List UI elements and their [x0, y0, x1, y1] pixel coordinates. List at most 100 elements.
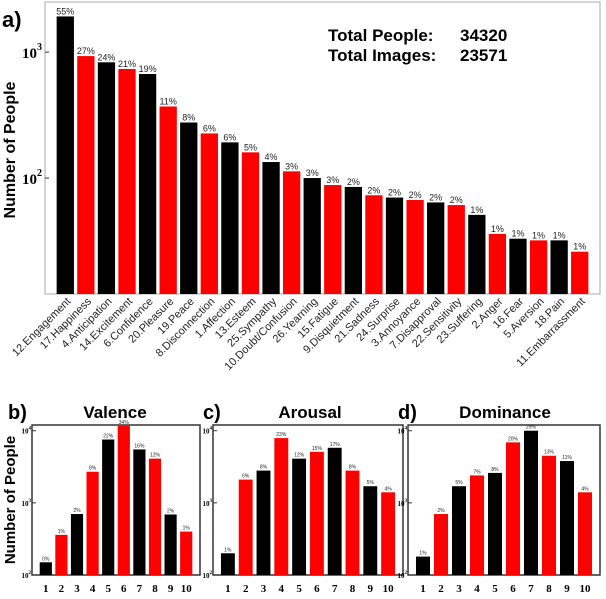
bar-13.Esteem [241, 152, 260, 294]
data-label: 0% [42, 556, 50, 562]
data-label: 27% [77, 46, 95, 56]
data-label: 8% [260, 465, 268, 471]
data-label: 2% [429, 192, 442, 202]
data-label: 12% [294, 453, 305, 459]
bar-8 [148, 458, 162, 575]
y-tick-label: 103 [22, 42, 42, 62]
data-label: 5% [244, 142, 257, 152]
data-label: 7% [473, 469, 481, 475]
bar-8.Disconnection [200, 133, 218, 294]
bar-26.Yearning [303, 178, 321, 294]
data-label: 23% [276, 432, 287, 438]
x-tick-label: 5 [296, 583, 302, 595]
y-tick-base: 10 [203, 428, 211, 436]
x-tick-label: 2 [59, 583, 65, 595]
x-tick-label: 3 [74, 583, 80, 595]
y-tick-label: 104 [398, 427, 408, 436]
y-tick-exponent: 4 [405, 427, 408, 432]
x-tick-label: 1 [420, 583, 426, 595]
data-label: 6% [223, 132, 236, 142]
data-label: 24% [97, 52, 115, 62]
bar-4.Anticipation [97, 62, 116, 295]
bar-19.Peace [180, 122, 198, 294]
data-label: 29% [526, 425, 537, 431]
bar-11.Embarrassment [571, 251, 589, 294]
y-tick-label: 104 [203, 427, 213, 436]
bar-7 [133, 449, 146, 575]
x-tick-label: 5 [492, 583, 498, 595]
plot-frame [44, 1, 601, 295]
plot-frame [212, 424, 404, 576]
data-label: 16% [134, 443, 145, 449]
y-tick-label: 102 [22, 571, 32, 580]
bar-1 [415, 556, 431, 575]
y-tick-label: 102 [22, 168, 42, 188]
y-tick-base: 10 [398, 500, 406, 508]
bar-4 [469, 475, 485, 575]
data-label: 2% [409, 190, 422, 200]
y-tick-exponent: 4 [29, 427, 32, 432]
bar-8 [541, 455, 557, 575]
x-tick-label: 5 [105, 583, 111, 595]
bar-5 [102, 439, 115, 575]
x-tick-label: 6 [314, 583, 320, 595]
bar-7.Disapproval [427, 202, 445, 294]
y-tick-base: 10 [22, 500, 30, 508]
y-tick-label: 102 [203, 571, 213, 580]
bar-5 [487, 472, 503, 575]
bar-1.Affection [221, 142, 239, 294]
chart-title: Arousal [278, 403, 341, 422]
x-tick-label: 10 [181, 583, 193, 595]
data-label: 15% [312, 446, 323, 452]
y-tick-exponent: 2 [210, 571, 213, 576]
data-label: 1% [470, 205, 483, 215]
y-tick-base: 10 [22, 172, 37, 188]
data-label: 1% [224, 547, 232, 553]
panel-label: a) [2, 7, 22, 32]
y-tick-exponent: 2 [29, 571, 32, 576]
data-label: 1% [532, 230, 545, 240]
data-label: 2% [450, 195, 463, 205]
data-label: 8% [349, 465, 357, 471]
data-label: 6% [242, 474, 250, 480]
bar-3 [70, 514, 84, 575]
data-label: 4% [581, 486, 589, 492]
x-tick-label: 4 [279, 583, 285, 595]
bar-6 [117, 425, 130, 575]
bar-7 [523, 430, 539, 575]
bar-22.Sensitivity [447, 205, 465, 294]
panel-label: d) [398, 402, 417, 424]
data-label: 19% [139, 64, 157, 74]
x-tick-label: 2 [438, 583, 444, 595]
x-tick-label: 9 [564, 583, 570, 595]
y-tick-exponent: 3 [29, 499, 32, 504]
data-label: 2% [73, 508, 81, 514]
bar-20.Pleasure [159, 106, 177, 294]
annotation-label: Total Images: [328, 46, 436, 65]
bar-9.Disquietment [344, 186, 363, 294]
panel-label: c) [203, 402, 221, 424]
data-label: 55% [56, 6, 74, 16]
y-tick-base: 10 [22, 572, 30, 580]
data-label: 2% [347, 177, 360, 187]
data-label: 1% [183, 526, 191, 532]
y-tick-base: 10 [398, 428, 406, 436]
data-label: 8% [89, 466, 97, 472]
chart-title: Valence [83, 403, 146, 422]
bar-5.Aversion [529, 240, 548, 294]
bar-6.Confidence [138, 74, 157, 294]
annotation-label: Total People: [328, 26, 433, 45]
y-tick-exponent: 2 [37, 168, 42, 179]
x-tick-label: 8 [350, 583, 356, 595]
bar-24.Surprise [385, 197, 404, 294]
x-tick-label: 4 [90, 583, 96, 595]
data-label: 3% [285, 161, 298, 171]
data-label: 4% [265, 152, 278, 162]
data-label: 6% [203, 123, 216, 133]
data-label: 20% [508, 436, 519, 442]
data-label: 1% [491, 224, 504, 234]
data-label: 21% [118, 59, 136, 69]
bar-6 [309, 451, 324, 575]
x-tick-label: 7 [137, 583, 143, 595]
